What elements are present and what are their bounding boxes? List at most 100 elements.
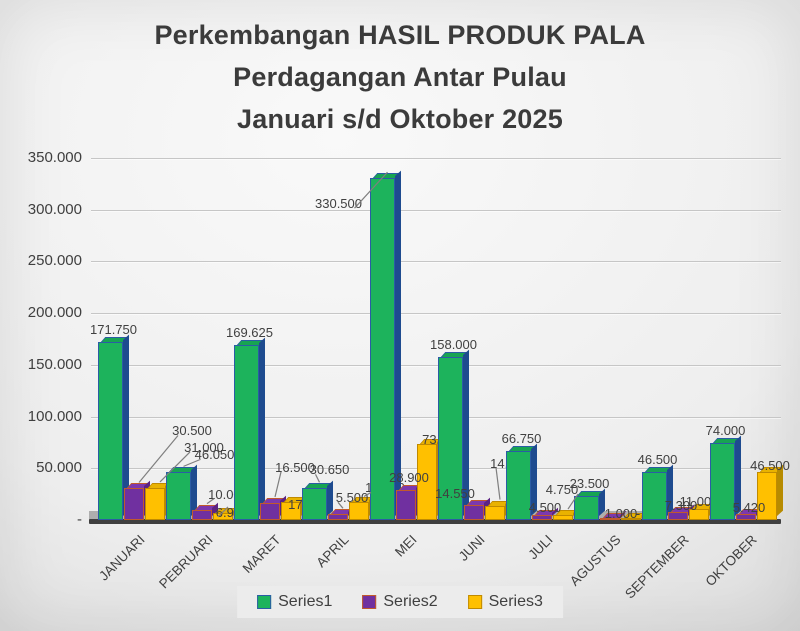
data-label-juli-series1: 66.750 xyxy=(501,430,542,446)
bar-pebruari-series2[interactable] xyxy=(192,502,218,520)
bar-januari-series3[interactable] xyxy=(145,480,171,520)
data-label-januari-series1: 171.750 xyxy=(90,322,137,338)
x-axis-label-juli: JULI xyxy=(525,532,556,563)
gridline xyxy=(91,364,781,366)
x-axis-label-oktober: OKTOBER xyxy=(702,532,760,590)
bar-maret-series2[interactable] xyxy=(260,495,286,520)
data-label-september-series1: 46.500 xyxy=(637,451,678,467)
legend-swatch-series2 xyxy=(362,595,377,609)
legend-label-series3: Series3 xyxy=(488,593,543,610)
data-label-april-series1: 30.650 xyxy=(309,462,350,478)
y-axis-tick-label: - xyxy=(77,511,82,528)
bar-side-face xyxy=(326,480,333,516)
bar-mei-series1[interactable] xyxy=(370,170,401,520)
bar-group-agustus xyxy=(571,158,647,520)
bar-side-face xyxy=(394,170,401,516)
data-label-maret-series2: 16.500 xyxy=(275,459,315,475)
bar-pebruari-series1[interactable] xyxy=(166,464,197,520)
bar-juni-series3[interactable] xyxy=(485,498,511,520)
x-axis-label-mei: MEI xyxy=(392,532,420,560)
data-label-oktober-series1: 74.000 xyxy=(705,423,746,439)
bar-group-april xyxy=(299,158,375,520)
x-axis-label-september: SEPTEMBER xyxy=(622,532,692,602)
data-label-maret-series1: 169.625 xyxy=(226,324,273,340)
chart-title-line-2: Perdagangan Antar Pulau xyxy=(233,62,567,92)
x-axis-label-juni: JUNI xyxy=(455,532,488,564)
data-label-agustus-series1: 23.500 xyxy=(569,475,610,491)
legend-swatch-series1 xyxy=(257,595,272,609)
legend-label-series2: Series2 xyxy=(383,593,438,610)
bar-juni-series1[interactable] xyxy=(438,349,469,520)
bar-september-series3[interactable] xyxy=(689,501,715,520)
legend-item-series3[interactable]: Series3 xyxy=(467,593,543,611)
bar-juli-series3[interactable] xyxy=(553,507,579,520)
x-axis-line xyxy=(89,519,781,524)
data-label-januari-series3: 31.000 xyxy=(184,439,224,455)
y-axis-tick-label: 250.000 xyxy=(27,252,82,270)
legend-swatch-series3 xyxy=(467,595,482,609)
bar-september-series1[interactable] xyxy=(642,464,673,520)
bar-juni-series2[interactable] xyxy=(464,497,490,520)
data-label-juli-series2: 4.500 xyxy=(528,500,562,516)
y-axis-tick-label: 150.000 xyxy=(27,355,82,373)
data-label-pebruari-series1: 46.050 xyxy=(194,447,235,463)
bar-oktober-series2[interactable] xyxy=(736,507,762,520)
bar-april-series1[interactable] xyxy=(302,480,333,520)
bar-agustus-series2[interactable] xyxy=(600,510,626,520)
data-label-oktober-series2: 5.420 xyxy=(732,500,766,516)
data-label-juni-series1: 158.000 xyxy=(430,336,477,352)
gridline xyxy=(91,416,781,418)
y-axis-tick-label: 50.000 xyxy=(36,459,82,477)
bar-januari-series1[interactable] xyxy=(98,334,129,520)
data-label-juni-series2: 14.550 xyxy=(435,485,475,501)
bar-september-series2[interactable] xyxy=(668,505,694,520)
data-label-juli-series3: 4.750 xyxy=(545,482,579,498)
legend-item-series2[interactable]: Series2 xyxy=(362,593,438,611)
bar-juli-series2[interactable] xyxy=(532,507,558,520)
bar-group-juni xyxy=(435,158,511,520)
bar-group-oktober xyxy=(707,158,783,520)
bar-april-series3[interactable] xyxy=(349,495,375,520)
gridline xyxy=(91,209,781,211)
legend-item-series1[interactable]: Series1 xyxy=(257,593,332,611)
data-label-mei-series1: 330.500 xyxy=(315,196,362,212)
bar-oktober-series1[interactable] xyxy=(710,436,741,520)
legend: Series1 Series2 Series3 xyxy=(237,586,563,618)
bar-group-juli xyxy=(503,158,579,520)
bar-maret-series1[interactable] xyxy=(234,337,265,520)
bar-group-mei xyxy=(367,158,443,520)
bar-mei-series3[interactable] xyxy=(417,436,443,520)
bar-side-face xyxy=(598,488,605,516)
bar-juli-series1[interactable] xyxy=(506,443,537,520)
plot-area: 171.750 30.500 31.000 46.050 10.000 6.900 169.… xyxy=(90,158,790,521)
y-axis-tick-label: 200.000 xyxy=(27,304,82,322)
x-axis-label-pebruari: PEBRUARI xyxy=(156,532,216,592)
y-axis-tick-label: 350.000 xyxy=(27,149,82,166)
y-axis-tick-label: 100.000 xyxy=(27,407,82,425)
y-axis: 350.000 300.000 250.000 200.000 150.000 100.0… xyxy=(0,149,82,530)
data-label-agustus-series2: 1.000 xyxy=(604,505,638,521)
bar-maret-series3[interactable] xyxy=(281,495,307,520)
data-label-mei-series2: 28.900 xyxy=(389,470,429,486)
data-label-september-series2: 7.300 xyxy=(664,498,698,514)
gridline xyxy=(91,158,781,159)
x-axis-label-januari: JANUARI xyxy=(96,532,148,584)
bar-agustus-series3[interactable] xyxy=(621,510,647,520)
chart-title-line-3: Januari s/d Oktober 2025 xyxy=(237,104,563,134)
bar-side-face xyxy=(258,337,265,516)
bar-januari-series2[interactable] xyxy=(124,481,150,520)
bar-mei-series2[interactable] xyxy=(396,482,422,520)
gridline xyxy=(91,261,781,263)
bar-oktober-series3[interactable] xyxy=(757,464,783,520)
data-label-september-series3: 11.000 xyxy=(679,493,719,509)
bar-group-januari xyxy=(95,158,171,520)
chart-title: Perkembangan HASIL PRODUK PALA Perdagang… xyxy=(0,14,800,140)
data-label-oktober-series3: 46.500 xyxy=(750,457,790,473)
data-label-april-series2: 5.500 xyxy=(335,490,369,506)
bar-agustus-series1[interactable] xyxy=(574,488,605,520)
x-axis-label-agustus: AGUSTUS xyxy=(566,532,624,589)
bar-april-series2[interactable] xyxy=(328,506,354,520)
bar-group-pebruari xyxy=(163,158,239,520)
bar-group-maret xyxy=(231,158,307,520)
